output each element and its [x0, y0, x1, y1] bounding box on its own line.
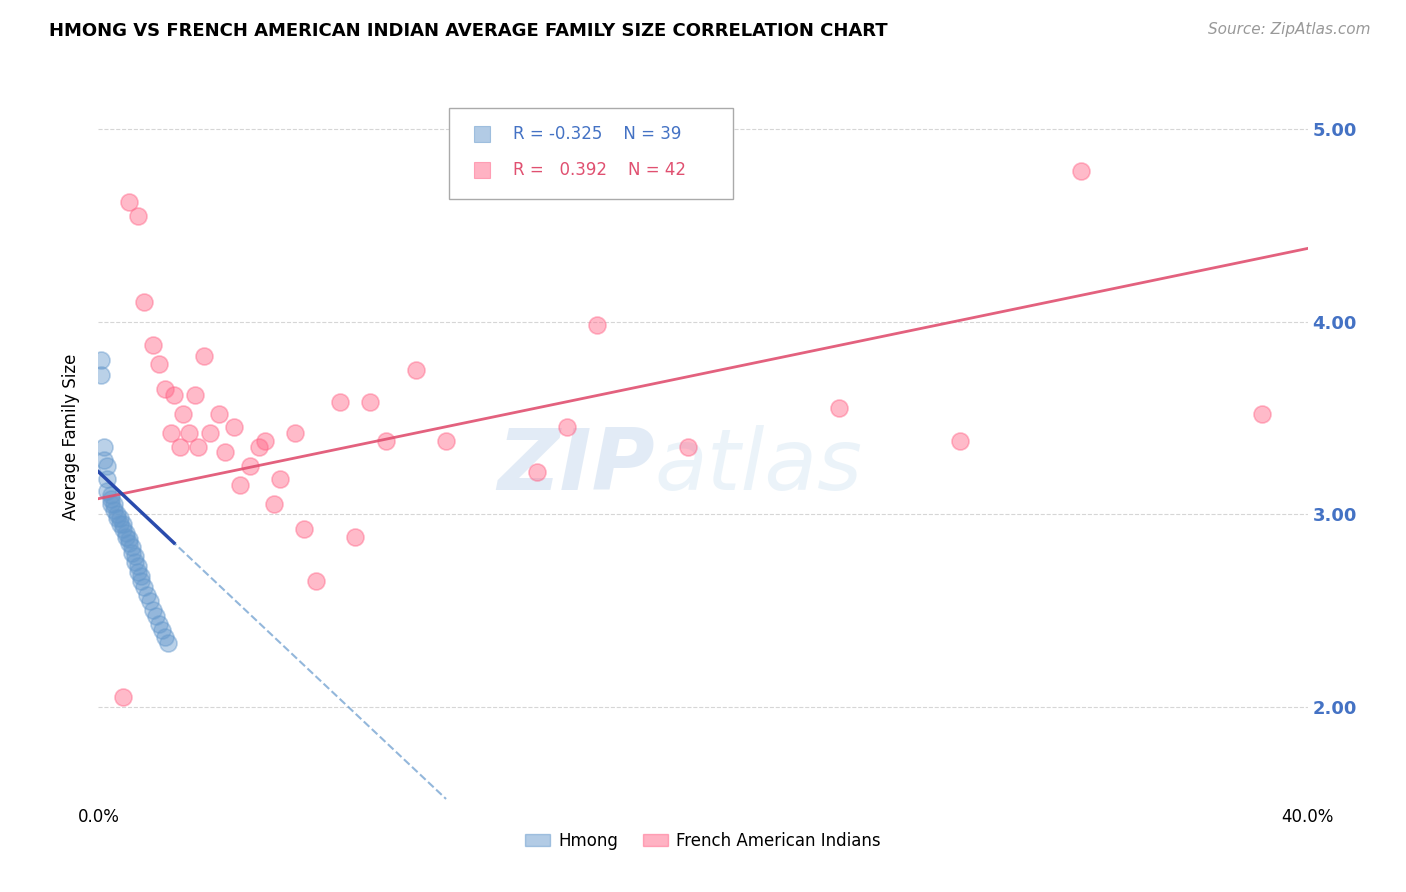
Point	[253, 434, 276, 448]
Point	[111, 516, 134, 531]
Point	[118, 532, 141, 546]
Point	[118, 536, 141, 550]
Point	[135, 588, 157, 602]
Point	[153, 630, 176, 644]
Point	[269, 472, 291, 486]
Point	[148, 616, 170, 631]
Point	[586, 318, 609, 333]
Point	[676, 440, 699, 454]
Point	[405, 362, 427, 376]
Point	[344, 530, 367, 544]
FancyBboxPatch shape	[449, 108, 734, 200]
Point	[150, 623, 173, 637]
Point	[145, 609, 167, 624]
Point	[114, 530, 136, 544]
Point	[121, 545, 143, 559]
Point	[200, 426, 222, 441]
Point	[127, 559, 149, 574]
Point	[121, 540, 143, 554]
Text: atlas: atlas	[655, 425, 863, 508]
Point	[555, 420, 578, 434]
Point	[828, 401, 851, 416]
Point	[96, 472, 118, 486]
Text: HMONG VS FRENCH AMERICAN INDIAN AVERAGE FAMILY SIZE CORRELATION CHART: HMONG VS FRENCH AMERICAN INDIAN AVERAGE …	[49, 22, 887, 40]
Point	[374, 434, 396, 448]
Point	[1070, 164, 1092, 178]
Point	[96, 458, 118, 473]
Point	[160, 426, 183, 441]
Point	[93, 453, 115, 467]
Point	[305, 574, 328, 589]
Point	[434, 434, 457, 448]
Point	[156, 636, 179, 650]
Point	[114, 526, 136, 541]
Point	[949, 434, 972, 448]
Point	[124, 549, 146, 564]
Point	[208, 407, 231, 421]
Point	[103, 503, 125, 517]
Point	[214, 445, 236, 459]
Point	[129, 574, 152, 589]
Legend: Hmong, French American Indians: Hmong, French American Indians	[519, 825, 887, 856]
Point	[139, 593, 162, 607]
Y-axis label: Average Family Size: Average Family Size	[62, 354, 80, 520]
Point	[247, 440, 270, 454]
Point	[142, 603, 165, 617]
Point	[169, 440, 191, 454]
Point	[239, 458, 262, 473]
Point	[105, 507, 128, 521]
Point	[329, 395, 352, 409]
Point	[129, 568, 152, 582]
Point	[172, 407, 194, 421]
Point	[526, 465, 548, 479]
Point	[284, 426, 307, 441]
Point	[132, 295, 155, 310]
Text: ZIP: ZIP	[496, 425, 655, 508]
Point	[90, 353, 112, 368]
Point	[1251, 407, 1274, 421]
Point	[100, 491, 122, 506]
Point	[132, 580, 155, 594]
Point	[111, 523, 134, 537]
Point	[263, 498, 285, 512]
Point	[148, 357, 170, 371]
Point	[108, 516, 131, 531]
Point	[229, 478, 252, 492]
Point	[100, 498, 122, 512]
Point	[187, 440, 209, 454]
Point	[93, 440, 115, 454]
Point	[360, 395, 382, 409]
Point	[90, 368, 112, 383]
Point	[105, 511, 128, 525]
Point	[224, 420, 246, 434]
Text: R = -0.325    N = 39: R = -0.325 N = 39	[513, 125, 682, 143]
Point	[118, 195, 141, 210]
Point	[292, 523, 315, 537]
Point	[127, 209, 149, 223]
Point	[124, 555, 146, 569]
Text: R =   0.392    N = 42: R = 0.392 N = 42	[513, 161, 686, 179]
Point	[193, 349, 215, 363]
Point	[127, 565, 149, 579]
Point	[108, 511, 131, 525]
Point	[142, 337, 165, 351]
Point	[179, 426, 201, 441]
Point	[100, 488, 122, 502]
Point	[111, 690, 134, 704]
Point	[103, 498, 125, 512]
Text: Source: ZipAtlas.com: Source: ZipAtlas.com	[1208, 22, 1371, 37]
Point	[96, 483, 118, 498]
Point	[153, 382, 176, 396]
Point	[163, 388, 186, 402]
Point	[184, 388, 207, 402]
